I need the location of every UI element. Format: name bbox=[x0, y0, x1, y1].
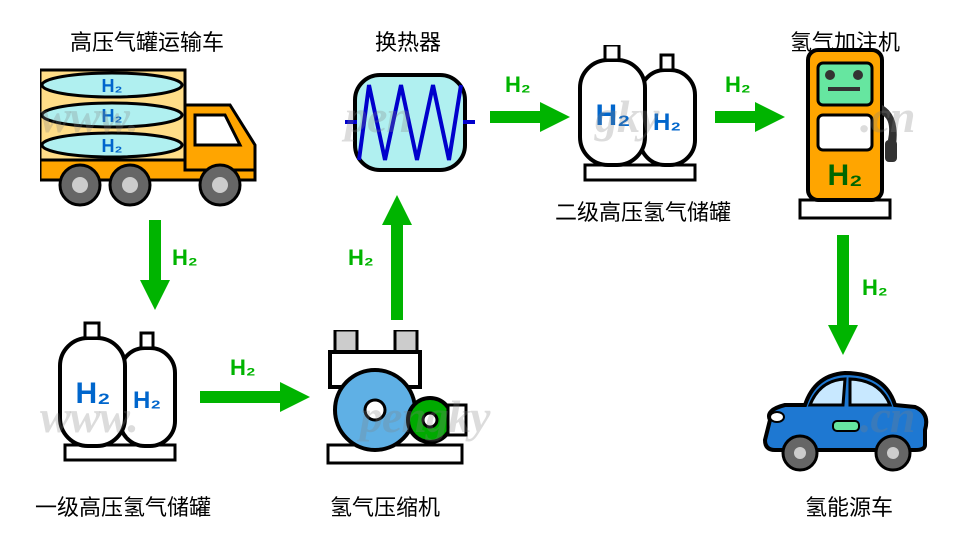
arrow-compressor-to-exch bbox=[382, 195, 412, 320]
arrow-truck-to-tank1 bbox=[140, 220, 170, 310]
exchanger-label: 换热器 bbox=[375, 25, 441, 57]
car-label: 氢能源车 bbox=[805, 490, 893, 522]
arrow-dispenser-to-car bbox=[828, 235, 858, 355]
flow-h2-6: H₂ bbox=[862, 275, 888, 301]
arrow-tank1-to-compressor bbox=[200, 382, 310, 412]
watermark: www. bbox=[40, 390, 138, 443]
watermark: .cn bbox=[860, 390, 915, 443]
flow-h2-3: H₂ bbox=[348, 245, 374, 271]
tank2-label: 二级高压氢气储罐 bbox=[555, 195, 731, 227]
arrow-exch-to-tank2 bbox=[490, 102, 570, 132]
compressor-label: 氢气压缩机 bbox=[330, 490, 440, 522]
watermark: www. bbox=[40, 90, 138, 143]
dispenser-label: 氢气加注机 bbox=[790, 25, 900, 57]
flow-h2-4: H₂ bbox=[505, 72, 531, 98]
svg-text:H₂: H₂ bbox=[828, 159, 863, 192]
watermark: pengky bbox=[360, 390, 489, 443]
watermark: .cn bbox=[860, 90, 915, 143]
truck-label: 高压气罐运输车 bbox=[70, 25, 224, 57]
watermark: gky bbox=[595, 90, 658, 143]
tank1-label: 一级高压氢气储罐 bbox=[35, 490, 211, 522]
watermark: pen bbox=[345, 90, 411, 143]
flow-h2-5: H₂ bbox=[725, 72, 751, 98]
flow-h2-1: H₂ bbox=[172, 245, 198, 271]
arrow-tank2-to-dispenser bbox=[715, 102, 785, 132]
flow-h2-2: H₂ bbox=[230, 355, 256, 381]
